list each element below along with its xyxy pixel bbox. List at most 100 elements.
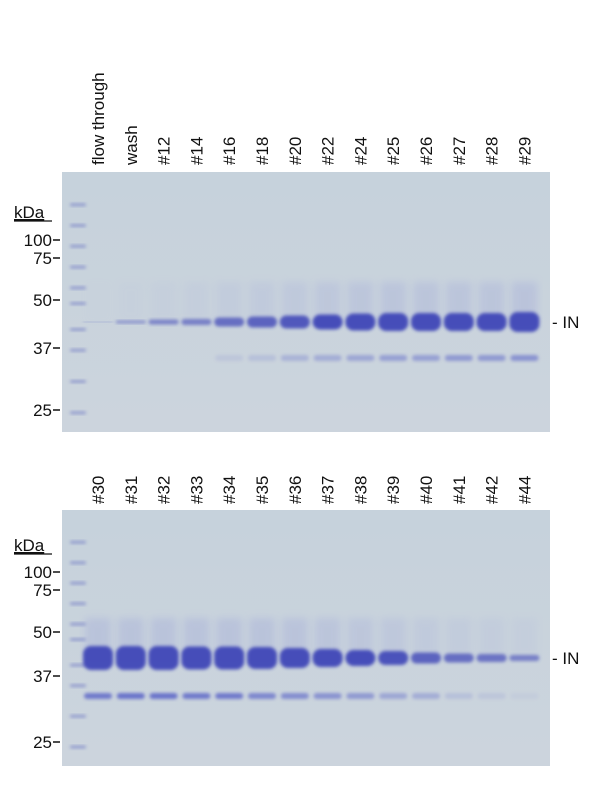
smear	[183, 282, 210, 322]
lane-label: #16	[220, 137, 239, 165]
ladder-band	[70, 224, 86, 227]
lane-label: #31	[122, 476, 141, 504]
protein-band	[181, 646, 212, 670]
protein-band	[476, 654, 507, 662]
lane-label: #36	[286, 476, 305, 504]
ladder-band	[70, 302, 86, 305]
lane-label: #25	[384, 137, 403, 165]
lower-band	[313, 355, 342, 361]
protein-band	[247, 647, 277, 669]
smear	[478, 618, 505, 658]
lane-label: #27	[450, 137, 469, 165]
marker-label: 75	[33, 249, 52, 268]
lower-band	[379, 693, 408, 699]
protein-band	[411, 313, 441, 331]
lower-band	[248, 693, 276, 699]
gel-panel	[62, 510, 550, 766]
ladder-band	[70, 622, 86, 626]
protein-band	[378, 651, 409, 665]
lower-band	[346, 693, 375, 699]
ladder-band	[70, 348, 86, 352]
protein-band	[115, 320, 146, 324]
lower-band	[346, 355, 375, 361]
lane-label: #24	[351, 137, 370, 165]
ladder-band	[70, 745, 86, 749]
lower-band	[412, 355, 440, 361]
protein-band	[345, 650, 376, 666]
ladder-band	[70, 265, 86, 269]
lower-band	[280, 693, 309, 699]
lower-band	[510, 355, 539, 361]
lower-band	[248, 355, 276, 361]
lower-band	[182, 693, 211, 699]
protein-band	[214, 646, 245, 670]
lane-label: #42	[483, 476, 502, 504]
unit-label: kDa	[14, 536, 45, 555]
smear	[281, 282, 308, 322]
lane-label: #34	[220, 476, 239, 504]
protein-band	[83, 646, 113, 670]
marker-label: 50	[33, 291, 52, 310]
ladder-band	[70, 540, 86, 544]
protein-band	[279, 315, 310, 329]
ladder-band	[70, 203, 86, 207]
lower-band	[444, 693, 473, 699]
lower-band	[477, 693, 506, 699]
ladder-band	[70, 638, 86, 641]
protein-band	[443, 653, 474, 663]
unit-label: kDa	[14, 203, 45, 222]
gel-panel	[62, 172, 550, 432]
marker-label: 100	[24, 563, 52, 582]
ladder-band	[70, 380, 86, 383]
protein-band	[83, 321, 113, 323]
smear	[511, 618, 538, 658]
marker-label: 37	[33, 339, 52, 358]
lane-label: #14	[187, 137, 206, 165]
smear	[85, 282, 111, 322]
lane-label: #32	[155, 476, 174, 504]
lane-label: #20	[286, 137, 305, 165]
ladder-band	[70, 602, 86, 606]
ladder-band	[70, 581, 86, 585]
lane-label: #39	[384, 476, 403, 504]
lane-label: #29	[515, 137, 534, 165]
lane-label: #12	[155, 137, 174, 165]
protein-band	[509, 655, 540, 661]
smear	[216, 282, 243, 322]
smear	[445, 618, 472, 658]
marker-label: 25	[33, 733, 52, 752]
lane-label: wash	[122, 125, 141, 166]
protein-band	[312, 314, 343, 330]
lower-band	[477, 355, 506, 361]
lower-band	[412, 693, 440, 699]
protein-band	[247, 316, 277, 328]
lane-label: #22	[319, 137, 338, 165]
protein-band	[378, 313, 409, 331]
protein-band	[312, 649, 343, 667]
protein-band	[345, 313, 376, 331]
protein-band	[476, 313, 507, 331]
lower-band	[84, 693, 112, 699]
lower-band	[510, 693, 539, 699]
smear	[249, 282, 275, 322]
ladder-band	[70, 663, 86, 667]
lower-band	[313, 693, 342, 699]
marker-label: 100	[24, 231, 52, 250]
lane-label: #33	[187, 476, 206, 504]
marker-label: 50	[33, 623, 52, 642]
protein-band	[148, 319, 179, 325]
protein-band	[115, 646, 146, 670]
ladder-band	[70, 684, 86, 688]
marker-label: 25	[33, 401, 52, 420]
ladder-band	[70, 561, 86, 565]
lower-band	[215, 355, 244, 361]
lane-label: #44	[515, 476, 534, 504]
ladder-band	[70, 286, 86, 290]
protein-band	[181, 319, 212, 325]
protein-band	[509, 312, 540, 332]
band-label: - IN	[552, 313, 579, 332]
protein-band	[148, 646, 179, 670]
marker-label: 75	[33, 581, 52, 600]
lower-band	[444, 355, 473, 361]
